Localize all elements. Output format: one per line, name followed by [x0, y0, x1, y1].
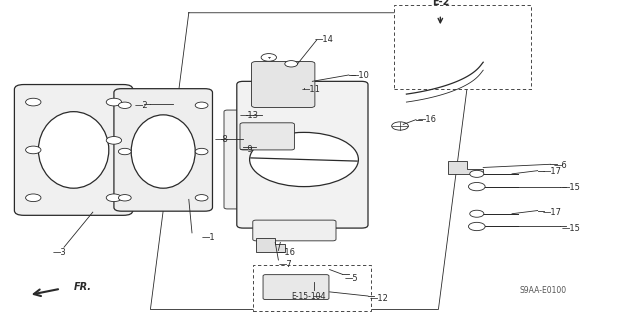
FancyBboxPatch shape [253, 220, 336, 241]
Text: —3: —3 [52, 248, 66, 256]
Text: —17: —17 [543, 167, 562, 176]
Text: E-15-10: E-15-10 [291, 293, 321, 301]
Text: E-2: E-2 [431, 0, 449, 7]
Text: —6: —6 [554, 161, 567, 170]
Circle shape [392, 122, 408, 130]
FancyBboxPatch shape [263, 275, 329, 300]
FancyBboxPatch shape [114, 89, 212, 211]
Text: S9AA-E0100: S9AA-E0100 [519, 286, 566, 295]
Text: —15: —15 [562, 183, 580, 192]
Circle shape [26, 194, 41, 202]
Circle shape [118, 102, 131, 108]
Circle shape [106, 137, 122, 144]
Text: —14: —14 [315, 35, 333, 44]
Text: —5: —5 [344, 274, 358, 283]
Circle shape [261, 54, 276, 61]
Circle shape [250, 132, 358, 187]
Circle shape [106, 194, 122, 202]
Polygon shape [448, 161, 483, 174]
Circle shape [470, 170, 484, 177]
Circle shape [26, 98, 41, 106]
Text: —15: —15 [562, 224, 580, 233]
Bar [253, 265, 371, 311]
Text: —7: —7 [278, 260, 292, 269]
Text: —16: —16 [276, 248, 296, 257]
Text: —2: —2 [134, 101, 148, 110]
FancyBboxPatch shape [252, 62, 315, 108]
Text: —13: —13 [240, 111, 259, 120]
FancyBboxPatch shape [240, 123, 294, 150]
Polygon shape [256, 238, 285, 252]
Text: —9: —9 [240, 145, 253, 154]
FancyBboxPatch shape [237, 81, 368, 228]
Circle shape [118, 148, 131, 155]
Circle shape [195, 195, 208, 201]
Text: FR.: FR. [74, 282, 92, 292]
Circle shape [468, 182, 485, 191]
Text: —16: —16 [417, 115, 436, 124]
FancyBboxPatch shape [224, 110, 256, 209]
Ellipse shape [131, 115, 195, 188]
Circle shape [470, 210, 484, 217]
Circle shape [195, 148, 208, 155]
Circle shape [26, 146, 41, 154]
Text: —4: —4 [312, 292, 326, 300]
Text: —12: —12 [370, 294, 388, 303]
Circle shape [468, 222, 485, 231]
Circle shape [285, 61, 298, 67]
Bar [394, 5, 531, 89]
Text: —8: —8 [214, 135, 228, 144]
Circle shape [118, 195, 131, 201]
Circle shape [195, 102, 208, 108]
FancyBboxPatch shape [15, 85, 133, 215]
Circle shape [106, 98, 122, 106]
Text: —17: —17 [543, 208, 562, 217]
Ellipse shape [38, 112, 109, 188]
Text: —10: —10 [351, 71, 369, 80]
Text: —1: —1 [202, 233, 215, 242]
Text: —11: —11 [302, 85, 321, 94]
